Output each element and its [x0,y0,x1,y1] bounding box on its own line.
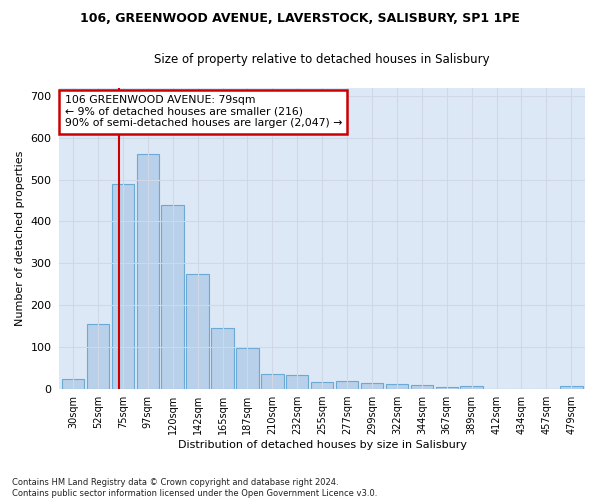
Bar [261,374,284,388]
Bar [87,324,109,388]
Y-axis label: Number of detached properties: Number of detached properties [15,150,25,326]
Bar [211,328,234,388]
Bar [410,386,433,388]
X-axis label: Distribution of detached houses by size in Salisbury: Distribution of detached houses by size … [178,440,467,450]
Bar [62,380,84,388]
Bar [361,384,383,388]
Bar [386,384,408,388]
Text: Contains HM Land Registry data © Crown copyright and database right 2024.
Contai: Contains HM Land Registry data © Crown c… [12,478,377,498]
Bar [161,204,184,388]
Bar [112,184,134,388]
Bar [137,154,159,388]
Bar [187,274,209,388]
Bar [560,386,583,388]
Bar [236,348,259,389]
Bar [436,386,458,388]
Text: 106 GREENWOOD AVENUE: 79sqm
← 9% of detached houses are smaller (216)
90% of sem: 106 GREENWOOD AVENUE: 79sqm ← 9% of deta… [65,95,342,128]
Text: 106, GREENWOOD AVENUE, LAVERSTOCK, SALISBURY, SP1 1PE: 106, GREENWOOD AVENUE, LAVERSTOCK, SALIS… [80,12,520,26]
Title: Size of property relative to detached houses in Salisbury: Size of property relative to detached ho… [154,52,490,66]
Bar [460,386,483,388]
Bar [286,375,308,388]
Bar [336,381,358,388]
Bar [311,382,334,388]
